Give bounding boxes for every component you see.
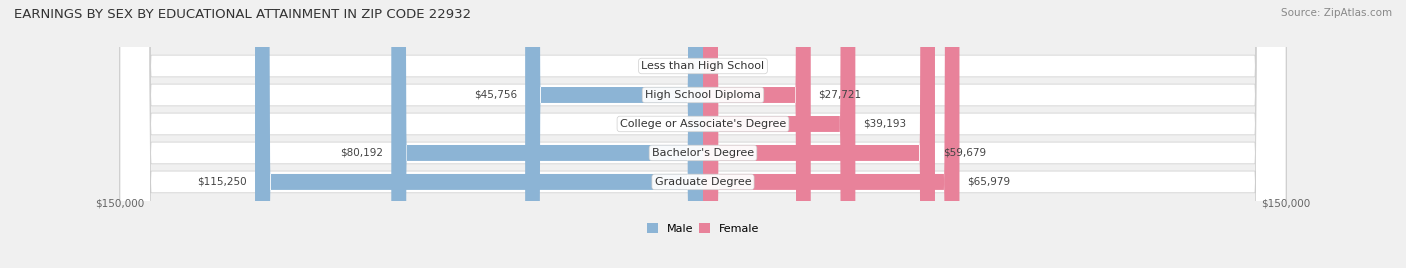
Text: $45,756: $45,756: [474, 90, 517, 100]
FancyBboxPatch shape: [703, 0, 935, 268]
FancyBboxPatch shape: [526, 0, 703, 268]
Text: $115,250: $115,250: [198, 177, 247, 187]
FancyBboxPatch shape: [254, 0, 703, 268]
FancyBboxPatch shape: [120, 0, 1286, 268]
Text: $0: $0: [711, 61, 724, 71]
Text: Graduate Degree: Graduate Degree: [655, 177, 751, 187]
Text: $59,679: $59,679: [943, 148, 986, 158]
FancyBboxPatch shape: [703, 0, 959, 268]
Text: $27,721: $27,721: [818, 90, 862, 100]
FancyBboxPatch shape: [120, 0, 1286, 268]
Text: $150,000: $150,000: [1261, 199, 1310, 209]
Text: Bachelor's Degree: Bachelor's Degree: [652, 148, 754, 158]
Text: College or Associate's Degree: College or Associate's Degree: [620, 119, 786, 129]
Text: $80,192: $80,192: [340, 148, 384, 158]
FancyBboxPatch shape: [703, 0, 855, 268]
Text: Less than High School: Less than High School: [641, 61, 765, 71]
Text: High School Diploma: High School Diploma: [645, 90, 761, 100]
Legend: Male, Female: Male, Female: [643, 219, 763, 238]
Text: $150,000: $150,000: [96, 199, 145, 209]
Text: $39,193: $39,193: [863, 119, 907, 129]
FancyBboxPatch shape: [391, 0, 703, 268]
Text: EARNINGS BY SEX BY EDUCATIONAL ATTAINMENT IN ZIP CODE 22932: EARNINGS BY SEX BY EDUCATIONAL ATTAINMEN…: [14, 8, 471, 21]
Text: $0: $0: [682, 119, 695, 129]
FancyBboxPatch shape: [703, 0, 811, 268]
FancyBboxPatch shape: [120, 0, 1286, 268]
Text: $0: $0: [682, 61, 695, 71]
FancyBboxPatch shape: [120, 0, 1286, 268]
FancyBboxPatch shape: [120, 0, 1286, 268]
Text: Source: ZipAtlas.com: Source: ZipAtlas.com: [1281, 8, 1392, 18]
Text: $65,979: $65,979: [967, 177, 1011, 187]
